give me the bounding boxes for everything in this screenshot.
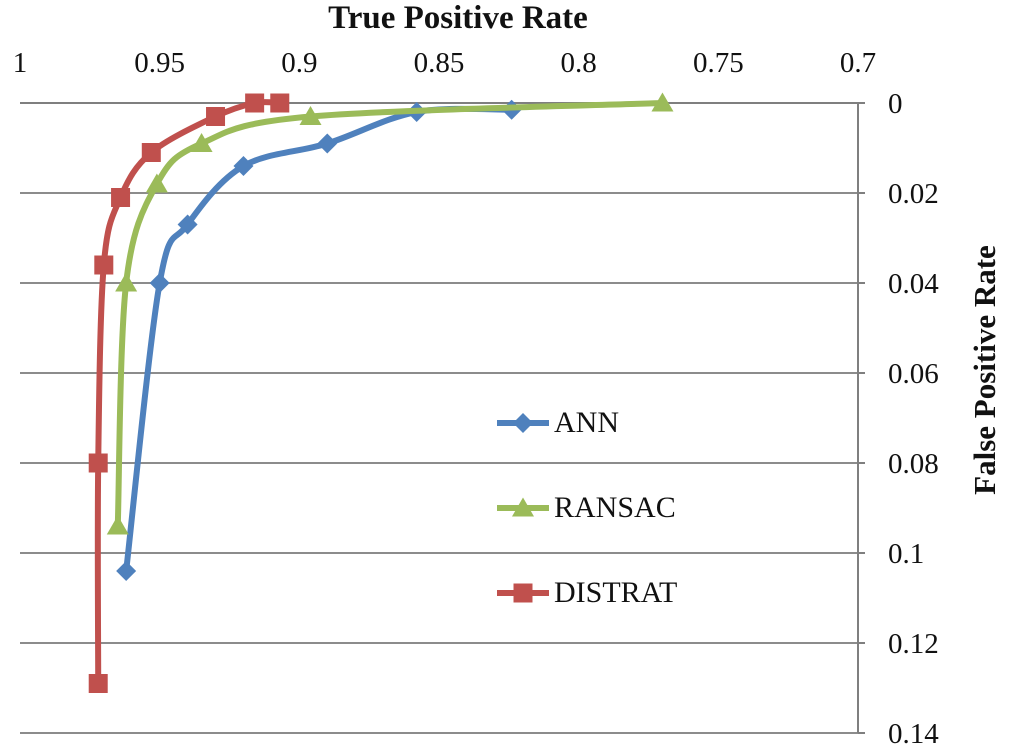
ann-line	[123, 105, 515, 574]
distrat-marker	[141, 143, 161, 162]
legend-item-distrat: DISTRAT	[494, 575, 677, 611]
ransac-marker	[145, 173, 168, 193]
distrat-marker	[270, 93, 290, 113]
ransac-marker	[651, 92, 674, 112]
y-axis-title: False Positive Rate	[967, 245, 1002, 495]
x-axis-title: True Positive Rate	[328, 0, 588, 36]
y-tick-label: 0.1	[888, 538, 924, 570]
x-tick-label: 1	[13, 47, 28, 79]
ann-legend-marker	[513, 413, 533, 433]
legend-item-ransac: RANSAC	[494, 490, 676, 526]
y-tick-label: 0	[888, 88, 903, 120]
x-tick-label: 0.9	[281, 47, 317, 79]
y-tick-label: 0.04	[888, 268, 939, 300]
legend-item-ann: ANN	[494, 405, 619, 441]
x-tick-label: 0.7	[840, 47, 876, 79]
x-tick-label: 0.8	[561, 47, 597, 79]
y-tick-label: 0.06	[888, 358, 939, 390]
legend-label-ann: ANN	[554, 406, 619, 439]
distrat-marker	[111, 188, 131, 207]
ransac-line	[114, 100, 666, 529]
distrat-legend-marker-icon	[497, 583, 549, 603]
distrat-marker	[245, 93, 265, 113]
distrat-marker	[88, 453, 108, 473]
distrat-marker	[94, 255, 114, 275]
ransac-marker	[299, 106, 322, 125]
distrat-marker	[88, 674, 108, 693]
ann-marker	[149, 273, 170, 293]
ann-marker	[233, 156, 254, 176]
y-tick-label: 0.14	[888, 718, 939, 750]
ransac-marker	[115, 272, 138, 292]
ransac-legend-marker	[512, 497, 534, 517]
legend-label-distrat: DISTRAT	[554, 576, 678, 609]
ann-legend-marker-icon	[497, 413, 549, 433]
ann-marker	[116, 561, 137, 581]
distrat-marker	[206, 107, 226, 126]
legend-label-ransac: RANSAC	[554, 491, 676, 524]
y-tick-label: 0.12	[888, 628, 939, 660]
x-tick-label: 0.85	[414, 47, 465, 79]
ann-marker	[177, 214, 198, 235]
distrat-legend-marker	[513, 583, 533, 603]
ransac-marker	[106, 515, 129, 535]
y-tick-label: 0.02	[888, 178, 939, 210]
ann-marker	[317, 133, 338, 154]
x-tick-label: 0.75	[693, 47, 744, 79]
ransac-legend-marker-icon	[497, 497, 549, 517]
x-tick-label: 0.95	[134, 47, 185, 79]
ransac-marker	[190, 133, 213, 152]
y-tick-label: 0.08	[888, 448, 939, 480]
